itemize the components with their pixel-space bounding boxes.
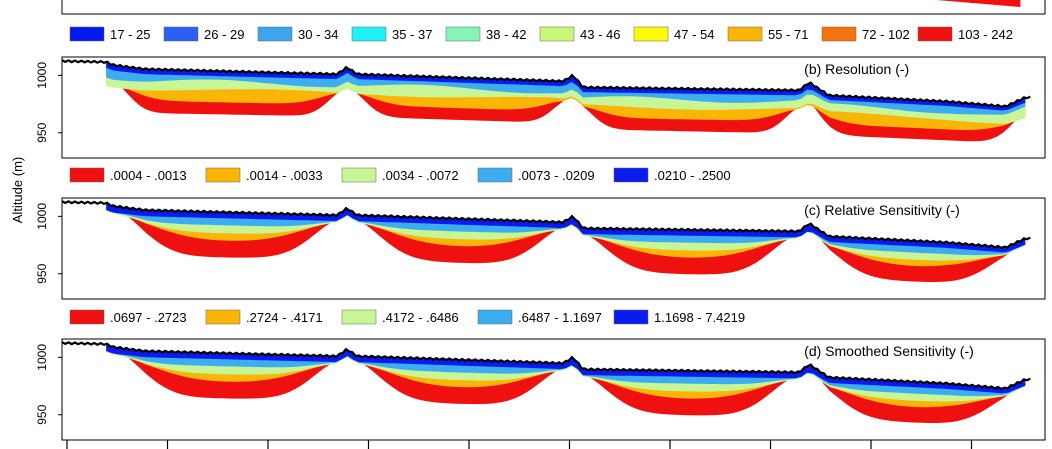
- legend-b-label-1: .0014 - .0033: [246, 168, 323, 183]
- panel-d-ytick-label-0: 950: [35, 404, 49, 424]
- panel-a-fragment: [936, 0, 1021, 7]
- legend-a-label-7: 55 - 71: [768, 27, 808, 42]
- legend-a-swatch-3: [351, 26, 387, 42]
- legend-b: .0004 - .0013 .0014 - .0033 .0034 - .0072.…: [69, 167, 731, 183]
- panel-c-surface-line: [61, 200, 1031, 250]
- panel-b-title: (b) Resolution (-): [804, 61, 909, 77]
- legend-b-label-3: .0073 - .0209: [518, 168, 595, 183]
- panel-d-title: (d) Smoothed Sensitivity (-): [804, 343, 974, 359]
- legend-b-swatch-0: [69, 167, 105, 183]
- legend-b-label-0: .0004 - .0013: [110, 168, 187, 183]
- legend-a: 17 - 25 26 - 29 30 - 34 35 - 37 38 - 42 43 - …: [69, 26, 1013, 42]
- legend-a-swatch-7: [727, 26, 763, 42]
- legend-a-label-3: 35 - 37: [392, 27, 432, 42]
- legend-a-label-0: 17 - 25: [110, 27, 150, 42]
- panel-d-surface-line: [61, 341, 1031, 391]
- legend-c-swatch-3: [477, 309, 513, 325]
- legend-c-swatch-1: [205, 309, 241, 325]
- legend-b-swatch-2: [341, 167, 377, 183]
- legend-c-label-2: .4172 - .6486: [382, 310, 459, 325]
- legend-a-swatch-4: [445, 26, 481, 42]
- panel-c-ytick-label-1: 1000: [35, 203, 49, 230]
- legend-a-swatch-8: [821, 26, 857, 42]
- legend-a-swatch-5: [539, 26, 575, 42]
- legend-a-swatch-9: [917, 26, 953, 42]
- legend-a-label-2: 30 - 34: [298, 27, 338, 42]
- legend-a-label-5: 43 - 46: [580, 27, 620, 42]
- legend-b-swatch-3: [477, 167, 513, 183]
- x-axis-ticks: [66, 440, 973, 449]
- legend-b-swatch-4: [613, 167, 649, 183]
- legend-b-label-2: .0034 - .0072: [382, 168, 459, 183]
- legend-c-swatch-2: [341, 309, 377, 325]
- panel-d-ytick-label-1: 1000: [35, 344, 49, 371]
- legend-c-label-0: .0697 - .2723: [110, 310, 187, 325]
- legend-a-label-4: 38 - 42: [486, 27, 526, 42]
- legend-a-swatch-2: [257, 26, 293, 42]
- legend-a-swatch-1: [163, 26, 199, 42]
- legend-a-label-1: 26 - 29: [204, 27, 244, 42]
- legend-a-label-6: 47 - 54: [674, 27, 714, 42]
- panel-b-ytick-label-1: 1000: [35, 62, 49, 89]
- panel-c-relative-sensitivity: 950 1000 (c) Relative Sensitivity (-): [35, 197, 1046, 300]
- panel-c-title: (c) Relative Sensitivity (-): [804, 202, 960, 218]
- legend-c-swatch-0: [69, 309, 105, 325]
- legend-a-swatch-6: [633, 26, 669, 42]
- legend-c: .0697 - .2723 .2724 - .4171 .4172 - .6486.…: [69, 309, 745, 325]
- legend-c-label-3: .6487 - 1.1697: [518, 310, 602, 325]
- panel-a-remnant: [61, 0, 1046, 15]
- panel-b-ytick-label-0: 950: [35, 122, 49, 142]
- panel-b-resolution: 950 1000 (b) Resolution (-): [35, 56, 1046, 159]
- legend-b-label-4: .0210 - .2500: [654, 168, 731, 183]
- y-axis-label: Altitude (m): [10, 157, 25, 223]
- legend-c-swatch-4: [613, 309, 649, 325]
- panel-d-smoothed-sensitivity: 950 1000 (d) Smoothed Sensitivity (-): [35, 338, 1046, 441]
- legend-a-label-9: 103 - 242: [958, 27, 1013, 42]
- legend-c-label-1: .2724 - .4171: [246, 310, 323, 325]
- panel-c-ytick-label-0: 950: [35, 263, 49, 283]
- legend-a-swatch-0: [69, 26, 105, 42]
- legend-b-swatch-1: [205, 167, 241, 183]
- legend-c-label-4: 1.1698 - 7.4219: [654, 310, 745, 325]
- panel-b-surface-line: [61, 59, 1031, 109]
- panel-a-frame: [61, 0, 1046, 15]
- legend-a-label-8: 72 - 102: [862, 27, 910, 42]
